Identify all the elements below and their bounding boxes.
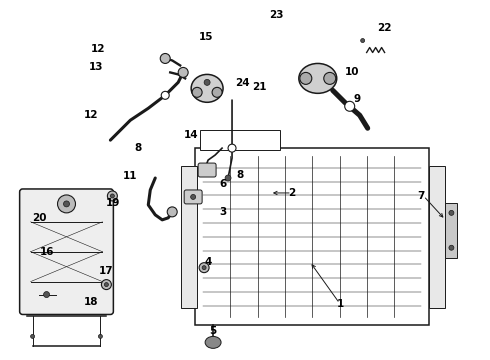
Circle shape [212, 87, 222, 97]
Text: 15: 15 [198, 32, 213, 41]
Circle shape [98, 334, 102, 338]
FancyBboxPatch shape [184, 190, 202, 204]
Text: 12: 12 [91, 44, 106, 54]
Circle shape [199, 263, 209, 273]
Circle shape [107, 191, 118, 201]
Text: 19: 19 [106, 198, 120, 208]
Circle shape [324, 72, 336, 84]
Circle shape [191, 194, 196, 199]
Text: 3: 3 [220, 207, 227, 217]
Circle shape [300, 72, 312, 84]
Text: 16: 16 [40, 247, 54, 257]
Ellipse shape [191, 75, 223, 102]
Bar [200, 130, 280, 150]
Circle shape [228, 144, 236, 152]
Circle shape [104, 283, 108, 287]
Text: 12: 12 [84, 111, 98, 121]
Circle shape [178, 67, 188, 77]
Circle shape [160, 54, 170, 63]
Circle shape [202, 266, 206, 270]
Bar [181, 166, 197, 307]
Circle shape [361, 39, 365, 42]
Circle shape [161, 91, 169, 99]
Text: 20: 20 [32, 213, 47, 222]
Circle shape [225, 175, 231, 181]
Text: 2: 2 [288, 188, 295, 198]
FancyBboxPatch shape [198, 163, 216, 177]
Text: 8: 8 [134, 143, 141, 153]
Circle shape [30, 334, 35, 338]
Text: 23: 23 [270, 10, 284, 20]
Text: 10: 10 [345, 67, 360, 77]
Text: 9: 9 [354, 94, 361, 104]
Circle shape [192, 87, 202, 97]
Circle shape [101, 280, 111, 289]
Text: 1: 1 [337, 299, 344, 309]
Text: 17: 17 [98, 266, 113, 276]
Bar [445, 203, 457, 258]
Text: 18: 18 [84, 297, 98, 307]
Circle shape [64, 201, 70, 207]
Text: 6: 6 [220, 179, 227, 189]
Text: 13: 13 [89, 62, 103, 72]
Circle shape [167, 207, 177, 217]
Circle shape [110, 194, 114, 198]
Text: 8: 8 [237, 170, 244, 180]
Circle shape [449, 210, 454, 215]
Text: 22: 22 [377, 23, 392, 33]
Circle shape [345, 101, 355, 111]
Text: 14: 14 [184, 130, 198, 140]
Ellipse shape [299, 63, 337, 93]
Text: 11: 11 [123, 171, 137, 181]
Text: 7: 7 [417, 191, 425, 201]
Text: 4: 4 [205, 257, 212, 267]
Bar [195, 148, 429, 325]
Ellipse shape [205, 336, 221, 348]
FancyBboxPatch shape [20, 189, 113, 315]
Circle shape [44, 292, 49, 298]
Text: 24: 24 [235, 78, 250, 88]
Text: 21: 21 [252, 82, 267, 92]
Text: 5: 5 [210, 325, 217, 336]
Circle shape [57, 195, 75, 213]
Circle shape [204, 80, 210, 85]
Circle shape [449, 245, 454, 250]
Bar [429, 166, 445, 307]
